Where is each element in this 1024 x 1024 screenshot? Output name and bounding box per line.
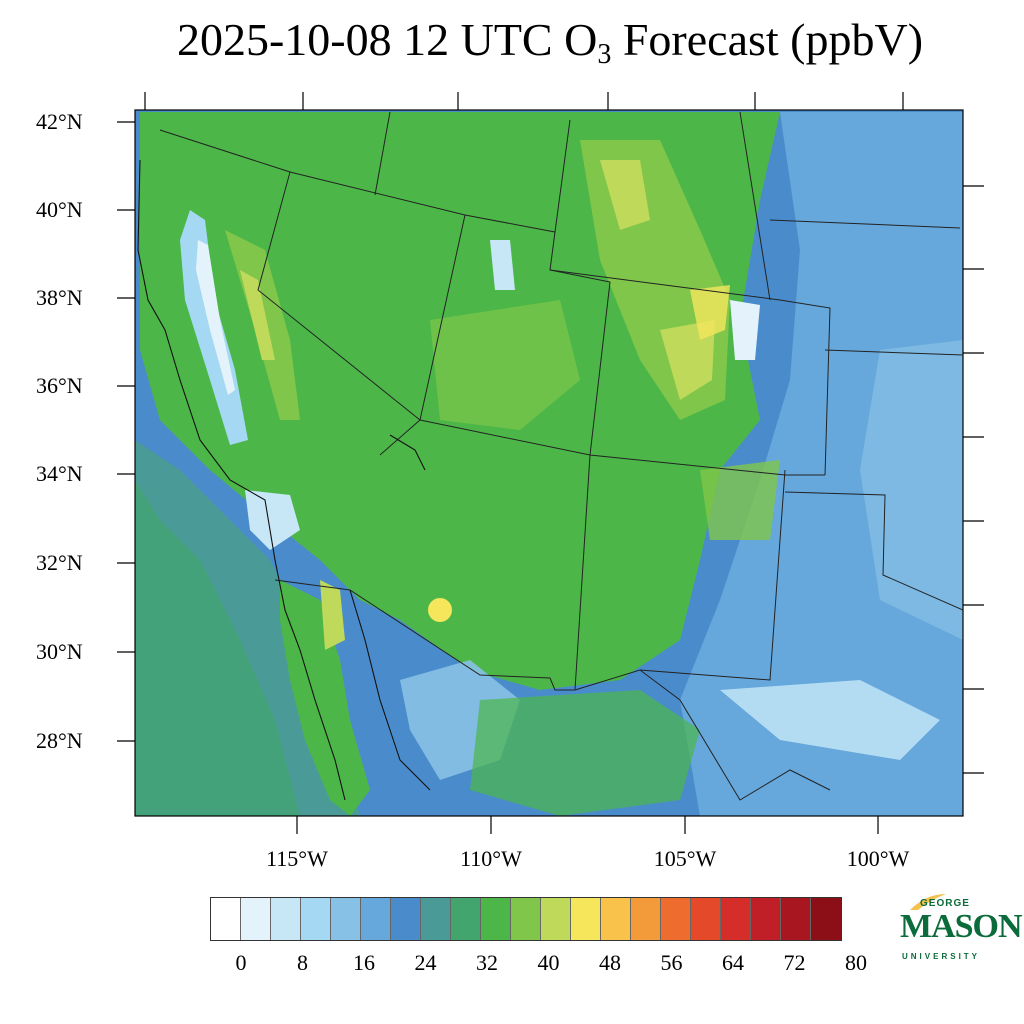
colorbar-swatch: [451, 898, 481, 940]
eastern-plains-region: [680, 112, 963, 816]
logo-university-text: UNIVERSITY: [902, 952, 981, 961]
lon-label-115w: 115°W: [266, 846, 328, 871]
colorbar-swatch: [301, 898, 331, 940]
colorbar-swatch: [331, 898, 361, 940]
colorbar-swatch: [661, 898, 691, 940]
colorbar-tick-label: 48: [599, 950, 621, 975]
colorbar-swatch: [631, 898, 661, 940]
colorbar-swatch: [511, 898, 541, 940]
colorbar-tick-label: 24: [414, 950, 437, 975]
colorbar-swatch: [241, 898, 271, 940]
coastline: [137, 159, 431, 801]
colorbar-swatch: [271, 898, 301, 940]
lat-label-32n: 32°N: [36, 550, 83, 575]
colorbar-tick-label: 80: [845, 950, 867, 975]
axis-ticks: [117, 92, 984, 834]
colorbar-swatch: [421, 898, 451, 940]
colorbar-swatch: [541, 898, 571, 940]
lat-label-38n: 38°N: [36, 285, 83, 310]
colorbar-swatch: [571, 898, 601, 940]
lat-label-34n: 34°N: [36, 461, 83, 486]
lon-label-105w: 105°W: [653, 846, 717, 871]
lat-label-40n: 40°N: [36, 197, 83, 222]
lat-label-42n: 42°N: [36, 109, 83, 134]
colorbar-swatch: [811, 898, 841, 940]
colorbar-swatch: [361, 898, 391, 940]
colorbar-swatch: [691, 898, 721, 940]
colorbar-tick-label: 56: [660, 950, 683, 975]
state-boundaries: [159, 111, 963, 801]
lat-label-28n: 28°N: [36, 728, 83, 753]
lon-label-110w: 110°W: [460, 846, 522, 871]
colorbar-tick-label: 16: [353, 950, 375, 975]
colorbar-tick-label: 64: [722, 950, 744, 975]
logo-george-text: GEORGE: [920, 898, 970, 909]
baja-peninsula: [280, 580, 370, 816]
colorbar-swatch: [751, 898, 781, 940]
colorbar-tick-label: 32: [476, 950, 498, 975]
colorbar-tick-label: 0: [235, 950, 247, 975]
colorbar: [210, 897, 842, 941]
lat-label-30n: 30°N: [36, 639, 83, 664]
logo-swoosh-icon: [910, 894, 946, 910]
colorbar-swatch: [211, 898, 241, 940]
colorbar-swatch: [721, 898, 751, 940]
colorbar-swatch: [391, 898, 421, 940]
logo-mason-text: MASON: [900, 908, 1023, 945]
colorbar-tick-label: 72: [783, 950, 806, 975]
colorbar-tick-label: 8: [297, 950, 308, 975]
colorbar-swatch: [481, 898, 511, 940]
colorbar-tick-label: 40: [537, 950, 560, 975]
colorbar-swatch: [601, 898, 631, 940]
colorbar-swatch: [781, 898, 811, 940]
lon-label-100w: 100°W: [846, 846, 910, 871]
lat-label-36n: 36°N: [36, 373, 83, 398]
map-title: 2025-10-08 12 UTC O3 Forecast (ppbV): [176, 14, 924, 70]
george-mason-logo: GEORGE MASON UNIVERSITY: [898, 894, 1023, 966]
